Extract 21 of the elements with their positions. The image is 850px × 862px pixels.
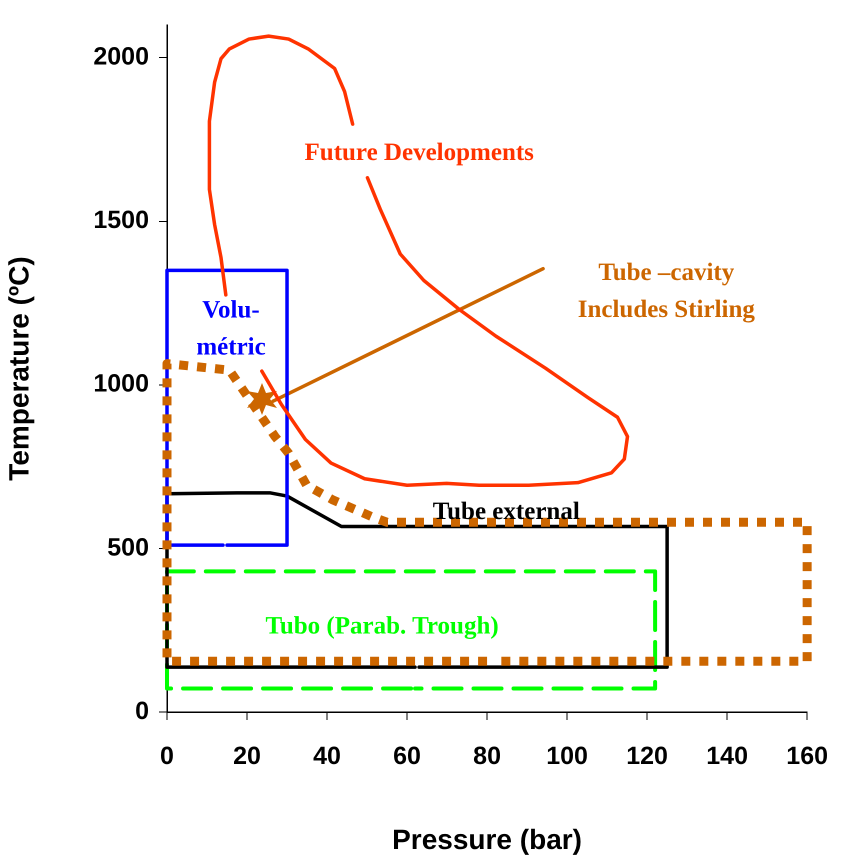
y-tick-label: 0 [135, 696, 149, 725]
x-tick-label: 100 [546, 742, 588, 770]
y-tick-label: 2000 [93, 42, 149, 71]
y-axis-title: Temperature (ºC) [4, 256, 35, 481]
y-tick-label: 1000 [93, 370, 149, 398]
x-tick-label: 20 [233, 742, 261, 770]
x-tick-label: 160 [786, 742, 828, 770]
y-tick-label: 500 [107, 533, 149, 562]
x-tick-label: 0 [160, 742, 174, 770]
x-tick-label: 60 [393, 742, 421, 770]
y-tick-label: 1500 [93, 206, 149, 234]
annotation: Volu- métric [196, 296, 266, 360]
annotation: Tube –cavity Includes Stirling [578, 259, 756, 324]
annotation: Future Developments [304, 138, 534, 166]
x-tick-label: 140 [706, 742, 748, 770]
x-tick-label: 40 [313, 742, 341, 770]
annotation: Tube external [432, 498, 580, 526]
x-tick-label: 80 [473, 742, 501, 770]
x-tick-label: 120 [626, 742, 668, 770]
x-axis-title: Pressure (bar) [392, 824, 582, 855]
annotation: Tubo (Parab. Trough) [265, 612, 499, 640]
